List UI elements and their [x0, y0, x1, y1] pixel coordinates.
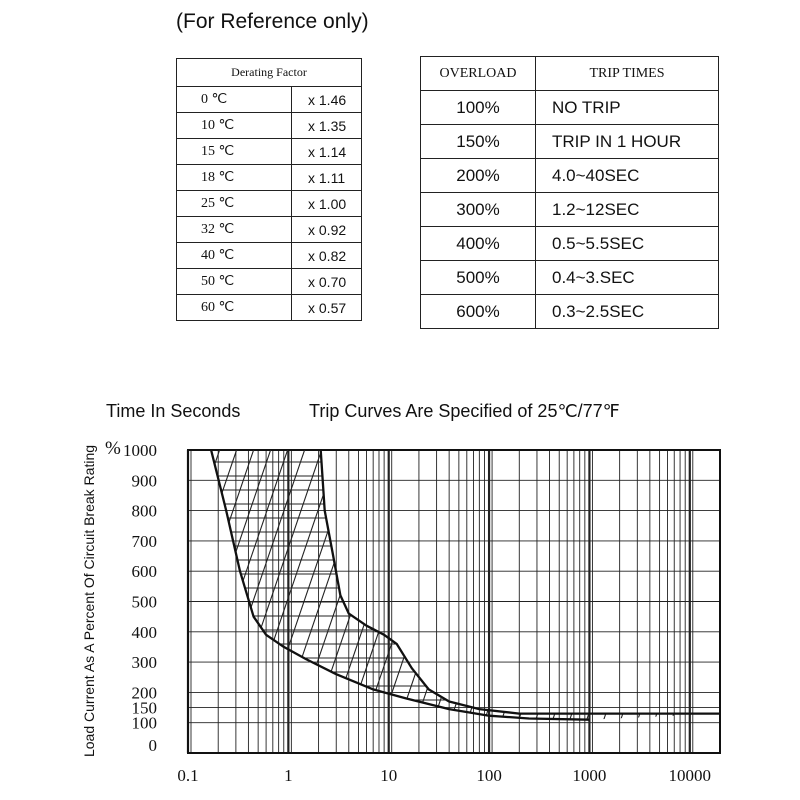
y-tick-label: 0 [149, 736, 158, 755]
factor-cell: x 1.11 [291, 164, 362, 191]
table-row: 32 ℃ x 0.92 [176, 216, 362, 243]
y-tick-label: 700 [132, 532, 158, 551]
overload-cell: 400% [420, 226, 536, 261]
y-tick-label: 100 [132, 714, 158, 733]
reference-note: (For Reference only) [176, 10, 369, 33]
hatch-line [759, 440, 800, 763]
table-row: 150% TRIP IN 1 HOUR [420, 124, 719, 159]
overload-cell: 600% [420, 294, 536, 329]
trip-time-cell: 1.2~12SEC [535, 192, 719, 227]
table-row: 40 ℃ x 0.82 [176, 242, 362, 269]
temperature-cell: 60 ℃ [176, 294, 292, 321]
hatch-line [776, 440, 800, 763]
trip-time-cell: NO TRIP [535, 90, 719, 125]
plot-frame [187, 449, 721, 754]
hatch-line [742, 440, 800, 763]
min-trip-curve [209, 449, 590, 721]
x-tick-label: 10000 [669, 766, 712, 785]
factor-cell: x 0.82 [291, 242, 362, 269]
temperature-cell: 15 ℃ [176, 138, 292, 165]
y-tick-label: 900 [132, 471, 158, 490]
y-axis-title: Load Current As A Percent Of Circuit Bre… [81, 445, 97, 757]
trip-time-cell: 0.5~5.5SEC [535, 226, 719, 261]
table-row: 0 ℃ x 1.46 [176, 86, 362, 113]
trip-curves [209, 449, 720, 721]
y-tick-label: 1000 [123, 441, 157, 460]
table-row: 10 ℃ x 1.35 [176, 112, 362, 139]
x-axis-title: Time In Seconds [106, 401, 240, 421]
y-tick-label: 500 [132, 593, 158, 612]
trip-time-cell: 4.0~40SEC [535, 158, 719, 193]
temperature-cell: 40 ℃ [176, 242, 292, 269]
overload-cell: 300% [420, 192, 536, 227]
trip-time-cell: 0.4~3.SEC [535, 260, 719, 295]
trip-times-header: TRIP TIMES [535, 56, 719, 91]
derating-factor-table: Derating Factor 0 ℃ x 1.46 10 ℃ x 1.35 15 … [176, 58, 362, 321]
table-row: 100% NO TRIP [420, 90, 719, 125]
overload-cell: 200% [420, 158, 536, 193]
x-tick-label: 1000 [572, 766, 606, 785]
temperature-cell: 0 ℃ [176, 86, 292, 113]
y-unit-label: % [105, 438, 121, 459]
table-row: 25 ℃ x 1.00 [176, 190, 362, 217]
x-tick-labels: 0.1 1 10 100 1000 10000 [177, 766, 711, 785]
table-row: 400% 0.5~5.5SEC [420, 226, 719, 261]
overload-cell: 500% [420, 260, 536, 295]
factor-cell: x 1.14 [291, 138, 362, 165]
y-tick-label: 600 [132, 562, 158, 581]
x-tick-label: 100 [476, 766, 502, 785]
trip-time-cell: TRIP IN 1 HOUR [535, 124, 719, 159]
overload-header: OVERLOAD [420, 56, 536, 91]
factor-cell: x 1.46 [291, 86, 362, 113]
chart-title: Trip Curves Are Specified of 25℃/77℉ [309, 401, 620, 421]
overload-cell: 150% [420, 124, 536, 159]
factor-cell: x 1.35 [291, 112, 362, 139]
temperature-cell: 10 ℃ [176, 112, 292, 139]
table-row: 300% 1.2~12SEC [420, 192, 719, 227]
max-trip-curve [319, 449, 720, 715]
y-tick-label: 300 [132, 653, 158, 672]
table-row: 15 ℃ x 1.14 [176, 138, 362, 165]
factor-cell: x 0.92 [291, 216, 362, 243]
trip-time-cell: 0.3~2.5SEC [535, 294, 719, 329]
table-row: 600% 0.3~2.5SEC [420, 294, 719, 329]
y-tick-label: 200 [132, 683, 158, 702]
table-row: 200% 4.0~40SEC [420, 158, 719, 193]
factor-cell: x 0.57 [291, 294, 362, 321]
trip-curve-chart: Time In Seconds Trip Curves Are Specifie… [81, 401, 800, 785]
x-tick-label: 0.1 [177, 766, 198, 785]
derating-header: Derating Factor [176, 58, 362, 87]
temperature-cell: 32 ℃ [176, 216, 292, 243]
factor-cell: x 1.00 [291, 190, 362, 217]
hatch-line [725, 440, 800, 763]
x-tick-label: 10 [380, 766, 397, 785]
factor-cell: x 0.70 [291, 268, 362, 295]
temperature-cell: 50 ℃ [176, 268, 292, 295]
hatch-line [211, 450, 258, 720]
table-row: 18 ℃ x 1.11 [176, 164, 362, 191]
temperature-cell: 25 ℃ [176, 190, 292, 217]
hatch-line [793, 440, 800, 763]
overload-cell: 100% [420, 90, 536, 125]
table-row: 50 ℃ x 0.70 [176, 268, 362, 295]
temperature-cell: 18 ℃ [176, 164, 292, 191]
x-tick-label: 1 [284, 766, 293, 785]
table-row: 60 ℃ x 0.57 [176, 294, 362, 321]
y-tick-label: 800 [132, 502, 158, 521]
y-tick-label: 150 [132, 699, 158, 718]
y-tick-label: 400 [132, 623, 158, 642]
table-row: 500% 0.4~3.SEC [420, 260, 719, 295]
hatch-line [707, 450, 720, 720]
trip-times-table: OVERLOAD TRIP TIMES 100% NO TRIP 150% TRIP… [420, 56, 719, 329]
